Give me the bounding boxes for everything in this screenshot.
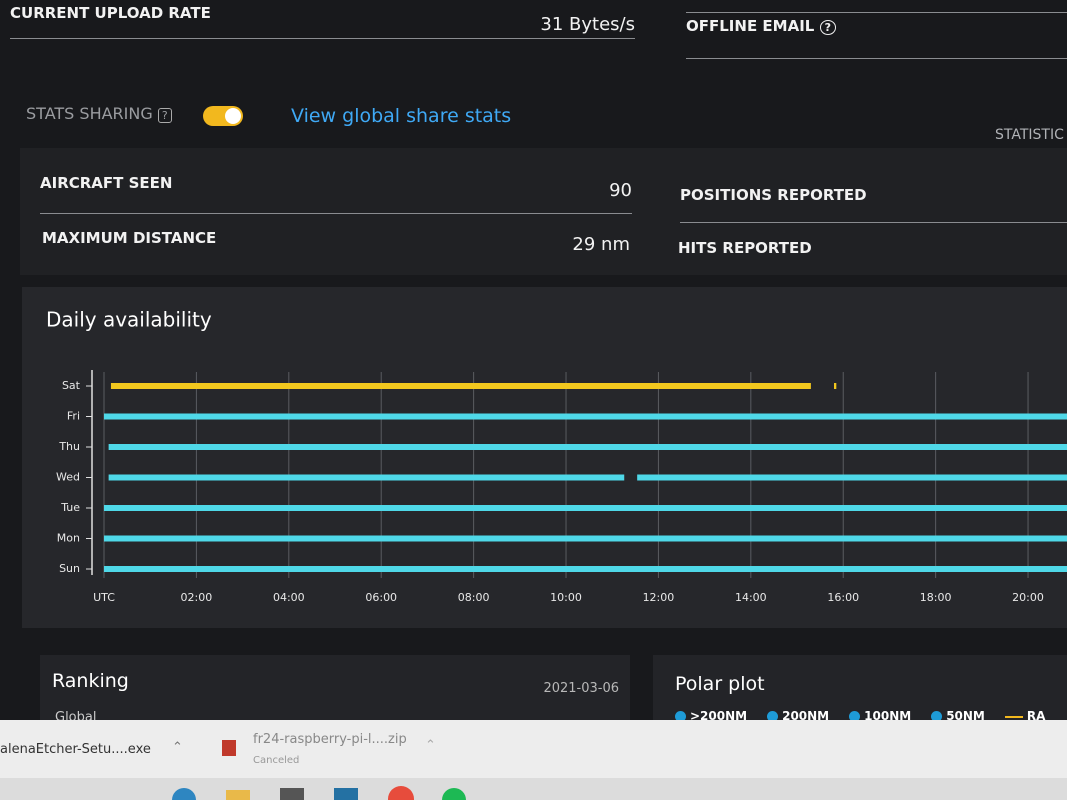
app-icon[interactable] [388,786,414,800]
sharing-text: STATS SHARING [26,104,153,123]
polar-title: Polar plot [675,673,765,695]
stats-panel [20,148,1067,275]
x-tick-label: 18:00 [920,591,952,604]
legend-label: RA [1026,709,1046,723]
divider [686,12,1067,13]
availability-segment [110,383,811,389]
aircraft-label: AIRCRAFT SEEN [40,174,173,192]
taskbar [0,778,1067,800]
availability-segment [104,505,1067,511]
availability-segment [104,413,1067,420]
download-file[interactable]: fr24-raspberry-pi-l....zip [253,732,407,747]
polar-legend: >200NM 200NM 100NM 50NM RA [675,709,1065,723]
hits-label: HITS REPORTED [678,239,812,257]
legend-swatch [675,711,686,722]
positions-label: POSITIONS REPORTED [680,186,867,204]
availability-segment [108,444,1067,450]
y-tick-label: Tue [60,501,80,514]
y-tick-label: Fri [67,410,80,423]
availability-segment [108,474,625,481]
legend-swatch [767,711,779,722]
legend-label: 200NM [782,709,830,723]
sharing-label: STATS SHARING ? [26,104,172,123]
offline-email-text: OFFLINE EMAIL [686,17,815,35]
legend-label: 100NM [864,709,912,723]
legend-label: 50NM [946,709,985,723]
legend-label: >200NM [690,709,748,723]
availability-segment [833,383,837,389]
ranking-title: Ranking [52,670,129,692]
download-bar [0,720,1067,778]
availability-segment [104,566,1067,572]
chevron[interactable]: ⌃ [172,740,183,755]
divider [686,58,1067,59]
legend-swatch [931,711,943,722]
x-tick-label: 08:00 [458,591,490,604]
download-status: Canceled [253,755,300,766]
y-tick-label: Thu [58,440,80,453]
availability-segment [637,474,1067,481]
app-icon[interactable] [280,788,304,800]
x-tick-label: UTC [93,591,115,604]
divider [680,222,1067,223]
legend-entry[interactable]: RA [1004,709,1046,723]
ranking-panel [40,655,630,725]
divider [10,38,635,39]
availability-segment [104,535,1067,542]
app-icon[interactable] [442,788,466,800]
app-icon[interactable] [172,788,196,800]
legend-entry[interactable]: 50NM [931,709,985,723]
upload-value: 31 Bytes/s [540,14,635,35]
app-icon[interactable] [226,790,250,800]
x-tick-label: 02:00 [181,591,213,604]
x-tick-label: 12:00 [643,591,675,604]
chart-title: Daily availability [46,308,212,332]
legend-entry[interactable]: 200NM [767,709,829,723]
help-icon[interactable]: ? [157,108,172,123]
x-tick-label: 16:00 [827,591,859,604]
legend-swatch [849,711,861,722]
availability-chart: Daily availability UTC 02:00 04:00 06:00 08:… [46,308,1067,604]
polar-panel [653,655,1067,725]
x-tick-label: 10:00 [550,591,582,604]
x-tick-label: 14:00 [735,591,767,604]
legend-entry[interactable]: >200NM [675,709,747,723]
x-tick-label: 04:00 [273,591,305,604]
y-tick-label: Sun [59,562,80,575]
download-file[interactable]: alenaEtcher-Setu....exe [0,742,151,757]
x-tick-label: 20:00 [1012,591,1044,604]
distance-value: 29 nm [572,234,630,255]
legend-swatch [1004,715,1023,718]
offline-email-label: OFFLINE EMAIL ? [686,17,836,35]
sharing-toggle[interactable] [203,106,243,126]
global-stats-link[interactable]: View global share stats [291,105,512,127]
statistics-tab[interactable]: STATISTIC [995,127,1064,143]
x-tick-label: 06:00 [365,591,397,604]
zip-icon [222,740,236,756]
upload-label: CURRENT UPLOAD RATE [10,4,211,22]
y-tick-label: Wed [56,471,80,484]
y-tick-label: Mon [57,532,80,545]
legend-entry[interactable]: 100NM [849,709,911,723]
distance-label: MAXIMUM DISTANCE [42,229,217,247]
app-icon[interactable] [334,788,358,800]
chevron[interactable]: ⌃ [425,738,436,753]
y-tick-label: Sat [62,379,81,392]
help-icon[interactable]: ? [819,20,836,35]
aircraft-value: 90 [609,180,632,201]
divider [40,213,632,214]
ranking-date: 2021-03-06 [543,681,619,696]
